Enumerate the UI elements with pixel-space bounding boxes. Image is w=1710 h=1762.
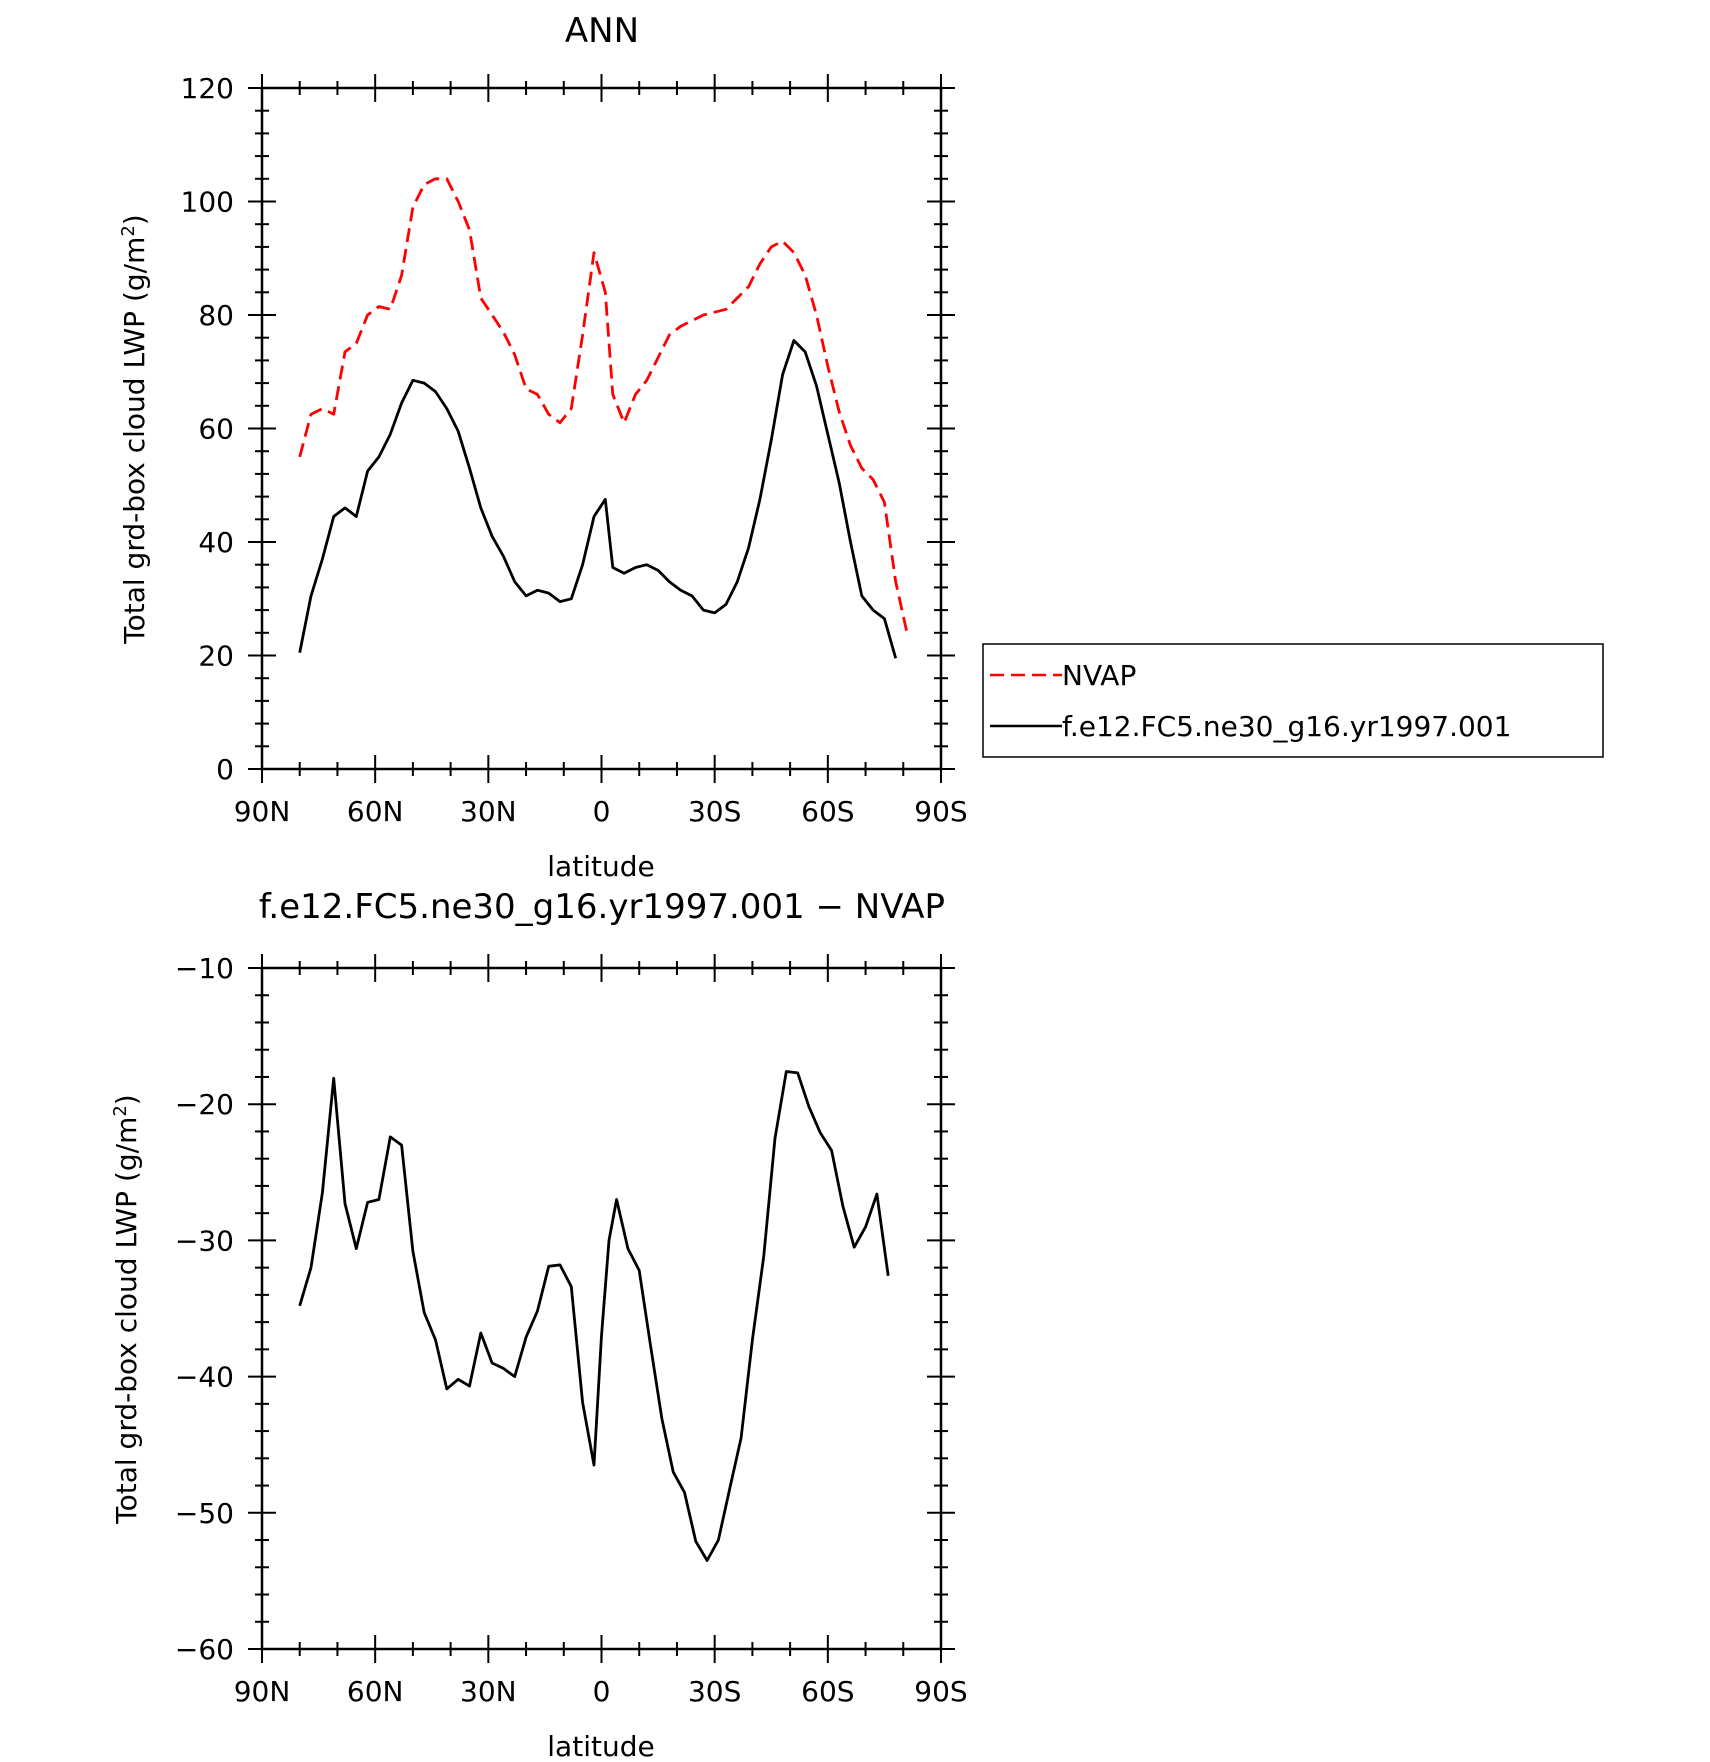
x-tick-label: 90S [914, 1675, 967, 1708]
bottom-x-axis-label: latitude [547, 1730, 654, 1762]
top-y-axis-label-main: Total grd-box cloud LWP (g/m [118, 237, 151, 645]
top-x-axis-label: latitude [547, 850, 654, 883]
top-y-axis-label: Total grd-box cloud LWP (g/m2) [118, 214, 151, 645]
series-line-0-1 [298, 339, 898, 659]
y-tick-label: 60 [198, 413, 234, 446]
x-tick-label: 60N [347, 1675, 404, 1708]
bottom-chart-title: f.e12.FC5.ne30_g16.yr1997.001 − NVAP [259, 887, 945, 927]
bottom-x-ticks: 90N 60N 30N 0 30S 60S 90S [234, 954, 968, 1708]
x-tick-label: 60S [801, 1675, 854, 1708]
bottom-panel: f.e12.FC5.ne30_g16.yr1997.001 − NVAP −60… [110, 887, 968, 1762]
y-tick-label: −30 [175, 1224, 234, 1257]
bottom-y-axis-label-close: ) [110, 1094, 143, 1105]
y-tick-label: 40 [198, 526, 234, 559]
bottom-y-axis-label-main: Total grd-box cloud LWP (g/m [110, 1117, 143, 1525]
top-x-ticks: 90N 60N 30N 0 30S 60S 90S [234, 74, 968, 828]
legend-label-nvap: NVAP [1062, 659, 1136, 692]
top-chart-title: ANN [565, 11, 639, 51]
legend-box [982, 643, 1604, 758]
bottom-series-lines [298, 1070, 890, 1562]
series-line-1-0 [298, 1070, 890, 1562]
x-tick-label: 90N [234, 1675, 291, 1708]
top-y-axis-label-sup: 2 [118, 225, 139, 236]
y-tick-label: −10 [175, 952, 234, 985]
y-tick-label: −50 [175, 1497, 234, 1530]
y-tick-label: 80 [198, 299, 234, 332]
bottom-plot-frame [260, 966, 943, 1651]
x-tick-label: 60S [801, 795, 854, 828]
x-tick-label: 90S [914, 795, 967, 828]
y-tick-label: −60 [175, 1633, 234, 1666]
x-tick-label: 30N [460, 1675, 517, 1708]
y-tick-label: −20 [175, 1088, 234, 1121]
x-tick-label: 30S [688, 1675, 741, 1708]
x-tick-label: 30S [688, 795, 741, 828]
x-tick-label: 30N [460, 795, 517, 828]
y-tick-label: 20 [198, 640, 234, 673]
x-tick-label: 90N [234, 795, 291, 828]
top-plot-frame [260, 86, 943, 771]
bottom-y-axis-label-sup: 2 [110, 1105, 131, 1116]
bottom-y-axis-label: Total grd-box cloud LWP (g/m2) [110, 1094, 143, 1525]
series-line-0-0 [298, 177, 909, 634]
x-tick-label: 0 [593, 795, 611, 828]
top-series-lines [298, 177, 909, 659]
bottom-y-ticks: −60 −50 −40 −30 −20 −10 [175, 952, 955, 1666]
x-tick-label: 0 [593, 1675, 611, 1708]
y-tick-label: 0 [216, 753, 234, 786]
y-tick-label: 100 [181, 186, 234, 219]
top-y-ticks: 0 20 40 60 80 100 120 [181, 72, 955, 786]
y-tick-label: 120 [181, 72, 234, 105]
top-y-axis-label-close: ) [118, 214, 151, 225]
x-tick-label: 60N [347, 795, 404, 828]
y-tick-label: −40 [175, 1361, 234, 1394]
legend-label-model: f.e12.FC5.ne30_g16.yr1997.001 [1062, 710, 1511, 743]
legend: NVAP f.e12.FC5.ne30_g16.yr1997.001 [982, 643, 1604, 758]
